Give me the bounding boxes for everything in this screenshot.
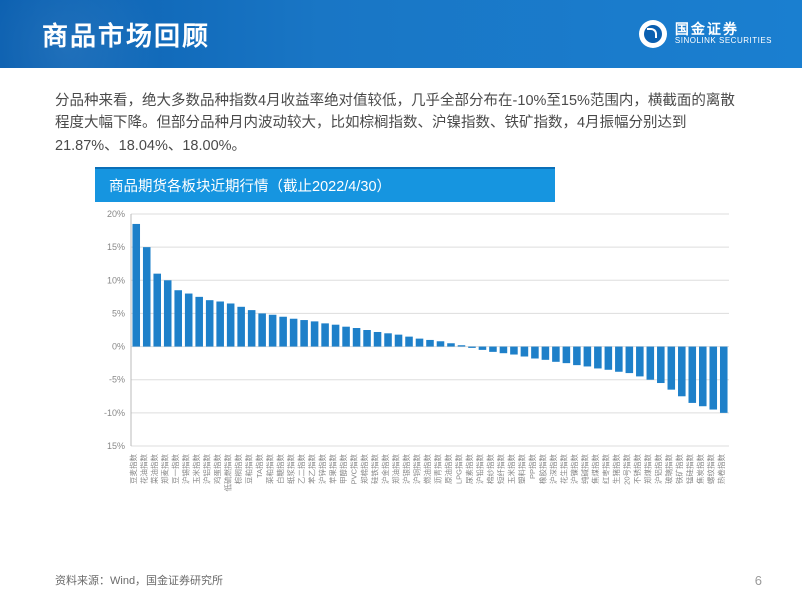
svg-text:郑煤指数: 郑煤指数 [642,454,652,484]
source-text: 资料来源：Wind，国金证券研究所 [55,572,223,588]
svg-text:0%: 0% [112,342,125,352]
svg-text:20%: 20% [107,209,125,219]
svg-text:纯碱指数: 纯碱指数 [579,454,589,484]
svg-text:焦煤指数: 焦煤指数 [590,454,600,484]
svg-text:LPG指数: LPG指数 [453,454,463,485]
svg-text:玉米指数: 玉米指数 [191,454,201,484]
svg-text:生猪指数: 生猪指数 [611,454,621,484]
svg-text:纸浆指数: 纸浆指数 [286,454,296,484]
svg-text:短纤指数: 短纤指数 [495,454,505,484]
svg-text:甲醇指数: 甲醇指数 [338,454,348,484]
svg-text:沪镍指数: 沪镍指数 [569,454,579,484]
svg-text:玉米指数: 玉米指数 [506,454,516,484]
svg-text:螺纹指数: 螺纹指数 [705,454,715,484]
svg-text:沪锡指数: 沪锡指数 [181,454,191,484]
svg-text:红枣指数: 红枣指数 [600,454,610,484]
svg-text:TA指数: TA指数 [254,454,264,479]
svg-text:沪锌指数: 沪锌指数 [317,454,327,484]
svg-text:沪铝指数: 沪铝指数 [202,454,212,484]
svg-text:焦炭指数: 焦炭指数 [695,454,705,484]
svg-text:硅铁指数: 硅铁指数 [370,454,380,484]
svg-text:铁矿指数: 铁矿指数 [674,454,684,484]
bar-chart: 15%-10%-5%0%5%10%15%20%豆麦指数花油指数菜油指数郑麦指数豆… [95,204,735,524]
company-logo: 国金证券 SINOLINK SECURITIES [639,20,772,48]
svg-text:-5%: -5% [109,375,125,385]
svg-text:菜粕指数: 菜粕指数 [265,454,275,484]
body-paragraph: 分品种来看，绝大多数品种指数4月收益率绝对值较低，几乎全部分布在-10%至15%… [0,68,802,167]
svg-text:白糖指数: 白糖指数 [275,454,285,484]
svg-text:沪铜指数: 沪铜指数 [412,454,422,484]
svg-text:尿素指数: 尿素指数 [464,454,474,484]
svg-text:15%: 15% [107,441,125,451]
svg-text:苹果指数: 苹果指数 [328,454,338,484]
svg-text:乙二指数: 乙二指数 [296,454,306,484]
svg-text:低硫燃指数: 低硫燃指数 [223,454,233,492]
svg-text:郑麦指数: 郑麦指数 [160,454,170,484]
chart-svg: 15%-10%-5%0%5%10%15%20%豆麦指数花油指数菜油指数郑麦指数豆… [95,204,735,524]
svg-text:棕榈指数: 棕榈指数 [233,454,243,484]
svg-text:沪铝指数: 沪铝指数 [653,454,663,484]
page-number: 6 [755,573,762,588]
svg-text:原油指数: 原油指数 [443,454,453,484]
svg-text:20号指数: 20号指数 [621,454,631,485]
svg-text:-10%: -10% [104,408,125,418]
logo-en-text: SINOLINK SECURITIES [675,37,772,46]
chart-title-banner: 商品期货各板块近期行情（截止2022/4/30） [95,167,555,202]
svg-text:5%: 5% [112,309,125,319]
logo-cn-text: 国金证券 [675,22,772,37]
svg-text:PVC指数: PVC指数 [349,454,359,485]
svg-text:花生指数: 花生指数 [558,454,568,484]
svg-text:菜油指数: 菜油指数 [149,454,159,484]
svg-text:PP指数: PP指数 [527,454,537,480]
svg-text:花油指数: 花油指数 [139,454,149,484]
svg-text:沪铅指数: 沪铅指数 [474,454,484,484]
svg-text:豆一指数: 豆一指数 [170,454,180,484]
svg-text:10%: 10% [107,276,125,286]
svg-text:沪金指数: 沪金指数 [380,454,390,484]
svg-text:燃油指数: 燃油指数 [422,454,432,484]
svg-text:沪银指数: 沪银指数 [401,454,411,484]
slide-title: 商品市场回顾 [42,16,210,53]
svg-text:玻璃指数: 玻璃指数 [663,454,673,484]
svg-text:热卷指数: 热卷指数 [716,454,726,484]
svg-text:塑料指数: 塑料指数 [516,454,526,484]
svg-text:不锈指数: 不锈指数 [632,454,642,484]
svg-text:棉纱指数: 棉纱指数 [485,454,495,484]
slide-header: 商品市场回顾 国金证券 SINOLINK SECURITIES [0,0,802,68]
svg-text:郑棉指数: 郑棉指数 [359,454,369,484]
svg-text:15%: 15% [107,243,125,253]
svg-text:沥青指数: 沥青指数 [432,454,442,484]
svg-text:苯乙指数: 苯乙指数 [307,454,317,484]
svg-text:沪深指数: 沪深指数 [548,454,558,484]
svg-text:橡胶指数: 橡胶指数 [537,454,547,484]
svg-text:锰硅指数: 锰硅指数 [684,454,694,484]
svg-text:豆麦指数: 豆麦指数 [128,454,138,484]
logo-icon [639,20,667,48]
svg-text:豆粕指数: 豆粕指数 [244,454,254,484]
svg-text:鸡蛋指数: 鸡蛋指数 [212,454,222,484]
svg-text:郑油指数: 郑油指数 [391,454,401,484]
